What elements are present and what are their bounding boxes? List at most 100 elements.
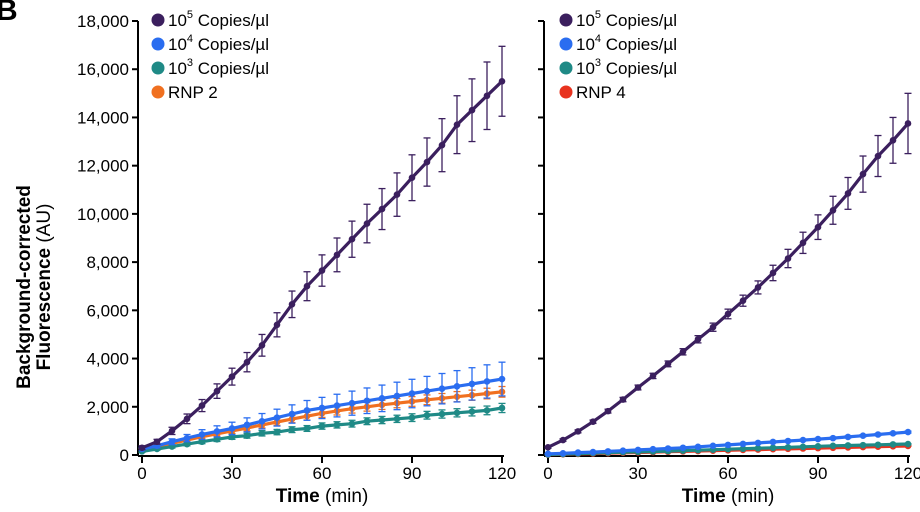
- data-point: [438, 410, 446, 418]
- chart-panel-left: 0 2,000 4,000 6,000 8,000 10,000 12,000 14,000 1…: [77, 9, 516, 507]
- data-point: [438, 141, 446, 149]
- data-point: [859, 432, 867, 440]
- data-point: [363, 397, 371, 405]
- data-point: [318, 422, 326, 430]
- x-axis-title-unit: (min): [320, 486, 369, 507]
- data-point: [889, 430, 897, 437]
- y-axis-title-line1: Background-corrected: [14, 185, 35, 389]
- y-tick-label: 10,000: [77, 205, 129, 224]
- data-point: [904, 440, 912, 448]
- data-point: [724, 310, 732, 318]
- data-point: [874, 152, 882, 160]
- right-series-1: [544, 428, 912, 458]
- data-point: [829, 206, 837, 214]
- data-point: [363, 417, 371, 425]
- data-point: [138, 444, 146, 452]
- data-point: [904, 120, 912, 127]
- data-point: [453, 409, 461, 417]
- data-point: [333, 421, 341, 429]
- data-point: [604, 448, 612, 455]
- data-point: [559, 436, 567, 444]
- data-point: [814, 443, 822, 450]
- panel-letter: B: [0, 0, 18, 27]
- data-point: [769, 269, 777, 277]
- data-point: [483, 407, 491, 414]
- data-point: [664, 360, 672, 368]
- data-point: [333, 402, 341, 409]
- data-point: [438, 385, 446, 392]
- y-axis-title-line2: Fluorescence (AU): [34, 204, 55, 371]
- data-point: [679, 444, 687, 452]
- data-point: [649, 445, 657, 453]
- data-point: [784, 255, 792, 262]
- data-point: [859, 170, 867, 178]
- x-axis-title-unit: (min): [726, 486, 775, 507]
- legend-label: 105 Copies/µl: [576, 9, 677, 30]
- legend-marker: [559, 85, 573, 99]
- data-point: [634, 384, 642, 391]
- data-point: [423, 387, 431, 395]
- data-point: [198, 438, 206, 446]
- data-point: [273, 414, 281, 421]
- x-tick-label: 90: [403, 464, 422, 483]
- data-point: [348, 235, 356, 243]
- data-point: [393, 191, 401, 198]
- data-point: [889, 441, 897, 448]
- legend-label: 105 Copies/µl: [168, 9, 269, 30]
- series-line: [547, 122, 910, 449]
- data-point: [198, 402, 206, 409]
- y-tick-label: 2,000: [86, 398, 129, 417]
- data-point: [243, 421, 251, 429]
- data-point: [318, 267, 326, 274]
- data-point: [814, 435, 822, 443]
- data-point: [799, 443, 807, 451]
- legend-marker: [151, 85, 165, 99]
- data-point: [589, 418, 597, 426]
- legend-marker: [559, 37, 573, 51]
- data-point: [348, 399, 356, 407]
- legend-marker: [151, 13, 165, 27]
- data-point: [498, 375, 506, 383]
- data-point: [348, 420, 356, 427]
- data-point: [468, 408, 476, 415]
- data-point: [243, 432, 251, 440]
- data-point: [829, 434, 837, 442]
- data-point: [874, 431, 882, 438]
- data-point: [754, 439, 762, 447]
- data-point: [303, 282, 311, 290]
- y-tick-label: 18,000: [77, 12, 129, 31]
- y-axis-title-quantity: Fluorescence: [34, 248, 55, 371]
- legend-label: 104 Copies/µl: [576, 33, 677, 54]
- data-point: [544, 443, 552, 451]
- data-point: [904, 428, 912, 436]
- data-point: [754, 444, 762, 452]
- legend-label: RNP 2: [168, 83, 218, 102]
- data-point: [408, 174, 416, 182]
- legend-label: 104 Copies/µl: [168, 33, 269, 54]
- data-point: [378, 395, 386, 402]
- data-point: [784, 443, 792, 451]
- data-point: [213, 428, 221, 435]
- legend-marker: [559, 61, 573, 75]
- data-point: [799, 436, 807, 444]
- data-point: [679, 348, 687, 356]
- data-point: [183, 440, 191, 448]
- data-point: [303, 425, 311, 432]
- right-x-axis-title: Time (min): [682, 486, 775, 507]
- data-point: [408, 390, 416, 397]
- data-point: [784, 437, 792, 445]
- x-axis-title-quantity: Time: [682, 486, 726, 507]
- data-point: [889, 137, 897, 144]
- data-point: [709, 442, 717, 450]
- data-point: [228, 425, 236, 432]
- data-point: [183, 415, 191, 423]
- data-point: [468, 380, 476, 388]
- right-series-0: [544, 92, 912, 451]
- legend-marker: [151, 61, 165, 75]
- x-axis-title-quantity: Time: [276, 486, 320, 507]
- data-point: [739, 445, 747, 453]
- data-point: [574, 428, 582, 435]
- data-point: [769, 444, 777, 452]
- data-point: [453, 382, 461, 390]
- data-point: [378, 416, 386, 424]
